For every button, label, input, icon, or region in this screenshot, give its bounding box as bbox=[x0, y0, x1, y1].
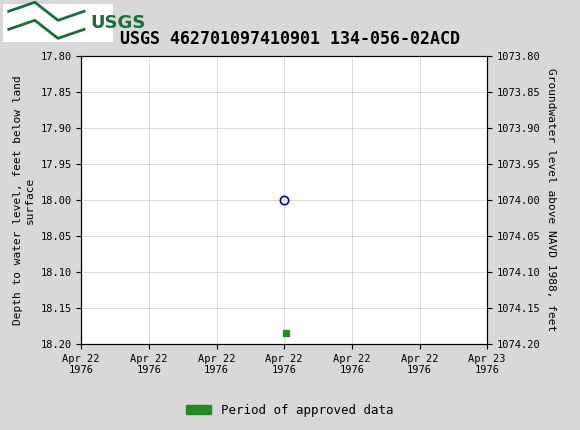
Y-axis label: Groundwater level above NAVD 1988, feet: Groundwater level above NAVD 1988, feet bbox=[546, 68, 556, 332]
Text: USGS 462701097410901 134-056-02ACD: USGS 462701097410901 134-056-02ACD bbox=[120, 30, 460, 48]
Bar bbox=[3, 3, 113, 42]
Y-axis label: Depth to water level, feet below land
surface: Depth to water level, feet below land su… bbox=[13, 75, 35, 325]
Text: USGS: USGS bbox=[90, 14, 145, 31]
Legend: Period of approved data: Period of approved data bbox=[181, 399, 399, 421]
